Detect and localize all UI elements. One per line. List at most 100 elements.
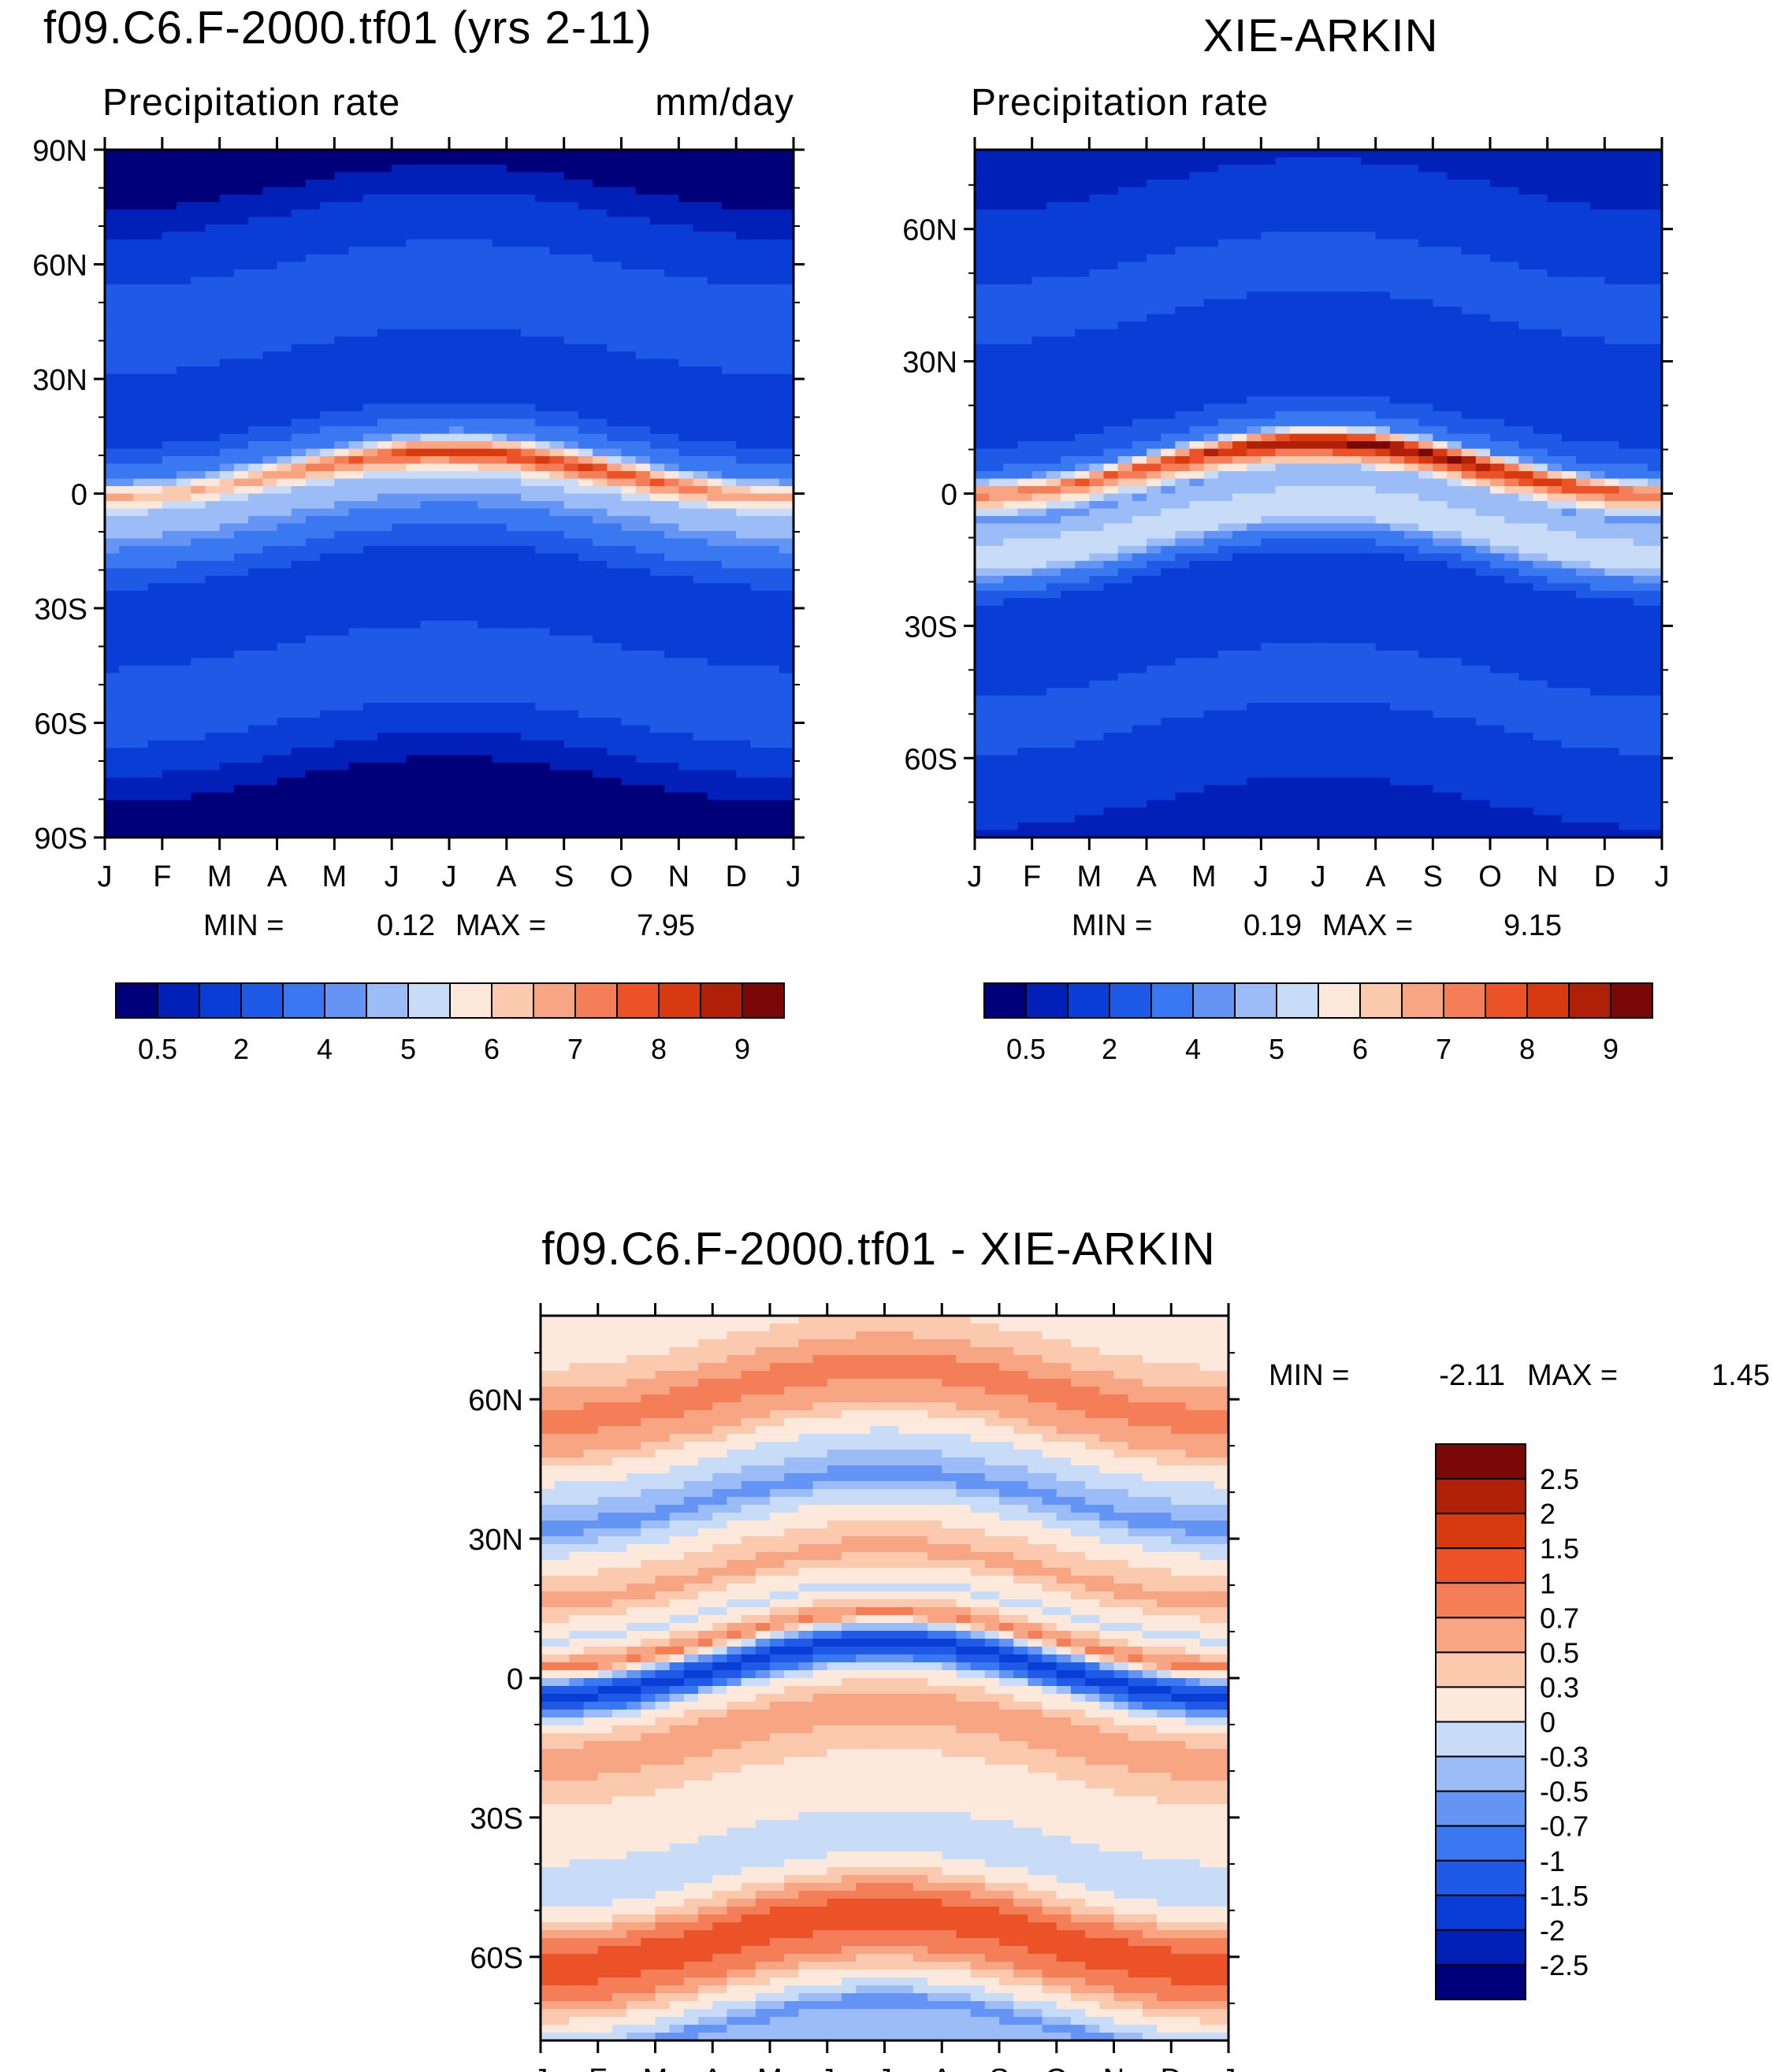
contour-cell	[362, 321, 378, 330]
contour-cell	[147, 643, 163, 652]
contour-cell	[449, 620, 464, 629]
contour-cell	[133, 523, 149, 532]
contour-cell	[1418, 157, 1433, 165]
colorbar-label: 9	[734, 1033, 750, 1065]
contour-cell	[535, 426, 551, 435]
contour-cell	[219, 665, 235, 674]
contour-cell	[377, 605, 392, 614]
contour-cell	[147, 763, 163, 771]
contour-cell	[478, 605, 493, 614]
contour-cell	[291, 628, 307, 637]
contour-cell	[1447, 157, 1463, 165]
contour-cell	[1089, 150, 1105, 158]
contour-cell	[549, 538, 565, 547]
contour-cell	[463, 448, 479, 457]
contour-cell	[707, 538, 723, 547]
contour-cell	[305, 411, 321, 420]
contour-cell	[219, 493, 235, 502]
contour-cell	[362, 500, 378, 510]
contour-cell	[593, 232, 608, 240]
contour-cell	[535, 358, 551, 367]
contour-cell	[649, 463, 665, 472]
contour-cell	[736, 553, 751, 562]
contour-cell	[463, 665, 479, 674]
contour-cell	[750, 441, 766, 450]
contour-cell	[593, 164, 608, 173]
contour-cell	[291, 172, 307, 180]
contour-cell	[693, 232, 708, 240]
contour-cell	[707, 822, 723, 831]
contour-cell	[119, 763, 135, 771]
contour-cell	[362, 187, 378, 195]
contour-cell	[707, 785, 723, 793]
contour-cell	[147, 688, 163, 696]
contour-cell	[377, 665, 392, 674]
contour-cell	[549, 605, 565, 614]
contour-cell	[664, 262, 679, 270]
contour-cell	[420, 800, 436, 808]
contour-cell	[521, 718, 536, 726]
contour-cell	[693, 778, 708, 786]
contour-cell	[219, 284, 235, 292]
contour-cell	[348, 262, 364, 270]
contour-cell	[434, 665, 450, 674]
x-tick-label: M	[207, 860, 232, 893]
contour-cell	[262, 329, 278, 337]
contour-cell	[162, 441, 177, 450]
contour-cell	[506, 217, 522, 225]
contour-cell	[434, 351, 450, 360]
contour-cell	[119, 650, 135, 659]
contour-cell	[291, 486, 307, 495]
contour-cell	[305, 583, 321, 592]
contour-cell	[1490, 164, 1505, 173]
contour-cell	[248, 560, 263, 569]
contour-cell	[707, 329, 723, 337]
contour-cell	[635, 239, 651, 247]
contour-cell	[177, 343, 191, 352]
contour-cell	[492, 748, 507, 756]
contour-cell	[291, 396, 307, 405]
contour-cell	[693, 763, 708, 771]
contour-cell	[1303, 179, 1319, 188]
contour-cell	[233, 538, 249, 547]
contour-cell	[721, 179, 737, 188]
contour-cell	[764, 755, 780, 763]
contour-cell	[434, 373, 450, 382]
contour-cell	[779, 560, 794, 569]
contour-cell	[262, 150, 278, 158]
contour-cell	[1103, 217, 1119, 225]
contour-cell	[593, 643, 608, 652]
contour-cell	[420, 620, 436, 629]
contour-cell	[563, 560, 579, 569]
contour-cell	[177, 493, 191, 502]
contour-cell	[449, 598, 464, 607]
contour-cell	[678, 643, 694, 652]
contour-cell	[133, 433, 149, 442]
contour-cell	[362, 426, 378, 435]
contour-cell	[392, 545, 407, 555]
contour-cell	[649, 373, 665, 382]
contour-cell	[434, 635, 450, 644]
contour-cell	[549, 262, 565, 270]
contour-cell	[177, 471, 191, 480]
contour-cell	[348, 426, 364, 435]
contour-cell	[320, 748, 335, 756]
contour-cell	[521, 755, 536, 763]
contour-cell	[578, 164, 593, 173]
contour-cell	[635, 688, 651, 696]
contour-cell	[707, 493, 723, 502]
contour-cell	[1361, 202, 1377, 210]
contour-cell	[119, 695, 135, 704]
contour-cell	[262, 358, 278, 367]
contour-cell	[392, 150, 407, 158]
contour-cell	[463, 232, 479, 240]
contour-cell	[320, 336, 335, 345]
contour-cell	[506, 530, 522, 540]
contour-cell	[721, 217, 737, 225]
contour-cell	[649, 620, 665, 629]
contour-cell	[1447, 150, 1463, 158]
contour-cell	[678, 785, 694, 793]
contour-cell	[750, 553, 766, 562]
contour-cell	[133, 277, 149, 285]
contour-cell	[406, 478, 422, 487]
